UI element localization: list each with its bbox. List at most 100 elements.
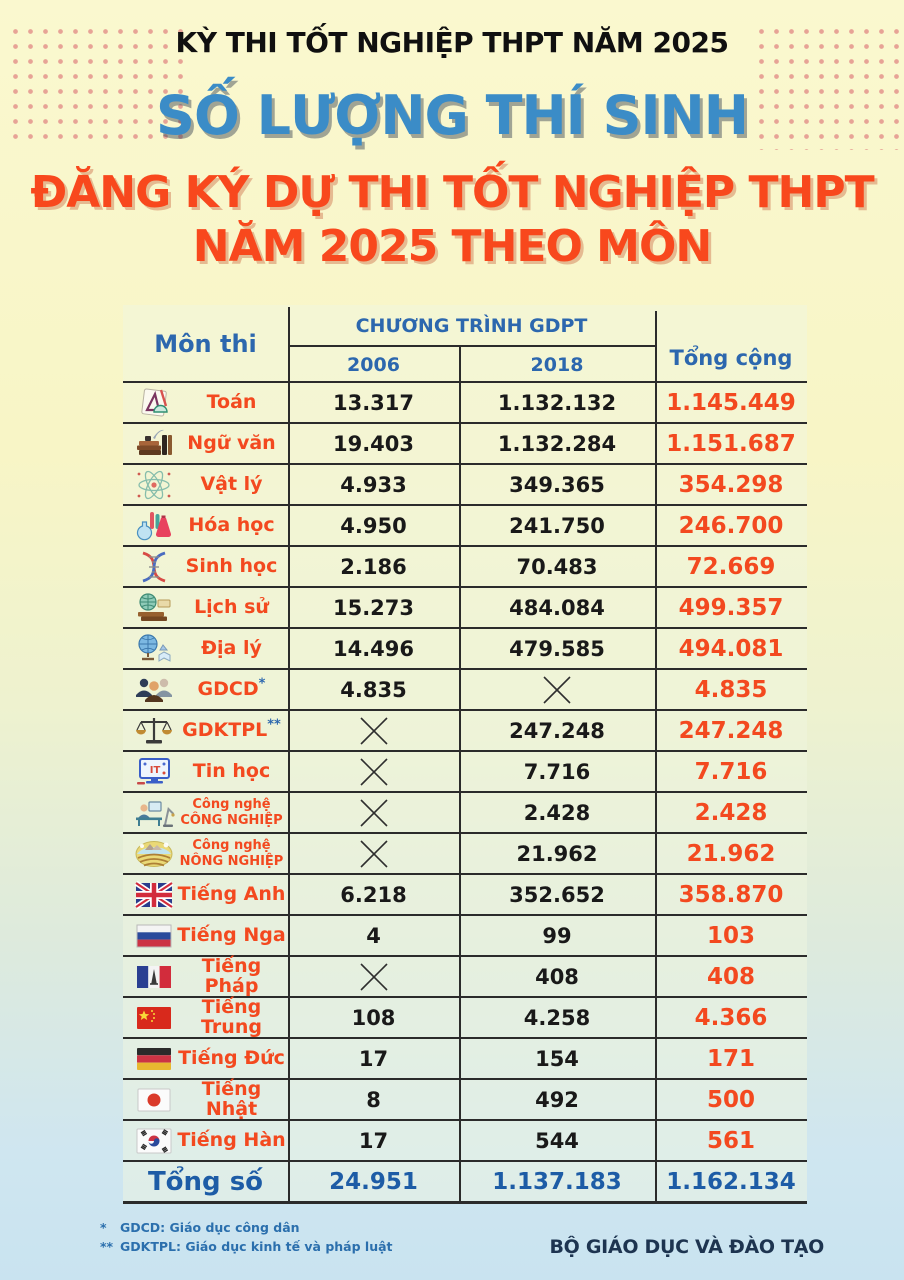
exam-kicker: KỲ THI TỐT NGHIỆP THPT NĂM 2025	[175, 26, 729, 59]
subject-cell: Toán	[123, 383, 288, 422]
column-divider-3	[655, 311, 657, 1204]
value-2006: 15.273	[332, 595, 415, 620]
subject-cell: IT Tin học	[123, 752, 288, 791]
history-icon	[133, 592, 175, 624]
table-row: Tiếng Nga 4 99 103	[123, 916, 807, 957]
table-row: Công nghệ CÔNG NGHIỆP 2.428 2.428	[123, 793, 807, 834]
value-2018: 492	[535, 1087, 579, 1112]
column-header-2006: 2006	[347, 354, 400, 376]
value-2018: 2.428	[523, 800, 591, 825]
value-2018: 4.258	[523, 1005, 591, 1030]
value-2018: 484.084	[509, 595, 605, 620]
value-2018	[459, 670, 655, 709]
table-row: GDCD* 4.835 4.835	[123, 670, 807, 711]
subject-cell: Tiếng Nga	[123, 916, 288, 955]
value-2006	[288, 957, 459, 996]
svg-text:IT: IT	[150, 765, 161, 776]
subject-label: Tiếng Nhật	[201, 1077, 262, 1120]
column-divider-2	[459, 347, 461, 1204]
industrial-tech-icon	[133, 797, 175, 829]
value-2006: 17	[358, 1046, 389, 1071]
table-row: Vật lý 4.933 349.365 354.298	[123, 465, 807, 506]
value-2006: 108	[351, 1005, 396, 1030]
subject-label: Lịch sử	[194, 595, 269, 618]
subject-cell: Công nghệ NÔNG NGHIỆP	[123, 834, 288, 873]
value-2018: 7.716	[523, 759, 591, 784]
subject-label: Tiếng Trung	[201, 995, 262, 1038]
value-total: 358.870	[678, 881, 784, 908]
biology-icon	[133, 551, 175, 583]
subject-cell: Tiếng Đức	[123, 1039, 288, 1078]
flag-france-icon	[133, 961, 175, 993]
subject-label: Tiếng Nga	[177, 923, 286, 946]
column-header-2018: 2018	[530, 354, 584, 376]
value-2006: 4	[366, 923, 381, 948]
value-2006: 13.317	[332, 390, 415, 415]
footnote-text: GDKTPL: Giáo dục kinh tế và pháp luật	[120, 1238, 393, 1254]
subject-label: GDKTPL**	[182, 717, 281, 741]
subject-cell: Vật lý	[123, 465, 288, 504]
subject-label: Ngữ văn	[187, 431, 276, 454]
footnote-mark: **	[267, 717, 281, 733]
table-row: Công nghệ NÔNG NGHIỆP 21.962 21.962	[123, 834, 807, 875]
table-row: Toán 13.317 1.132.132 1.145.449	[123, 383, 807, 424]
table-body: Toán 13.317 1.132.132 1.145.449 Ngữ văn 19.40…	[123, 383, 807, 1162]
subject-label: Tiếng Pháp	[201, 954, 262, 997]
subject-label: Công nghệ CÔNG NGHIỆP	[180, 797, 283, 828]
flag-uk-icon	[133, 879, 175, 911]
subject-cell: Tiếng Trung	[123, 995, 288, 1038]
table-row: Tiếng Trung 108 4.258 4.366	[123, 995, 807, 1039]
dot-pattern-left	[8, 24, 192, 148]
page-subtitle: ĐĂNG KÝ DỰ THI TỐT NGHIỆP THPT NĂM 2025 …	[0, 166, 904, 273]
value-total: 21.962	[686, 840, 776, 867]
value-2018: 241.750	[509, 513, 605, 538]
footnote-line: ** GDKTPL: Giáo dục kinh tế và pháp luật	[100, 1238, 393, 1257]
total-value-2018: 1.137.183	[492, 1168, 622, 1195]
subject-label: Sinh học	[185, 554, 278, 577]
column-header-program-group: CHƯƠNG TRÌNH GDPT	[355, 315, 588, 337]
value-2018: 1.132.284	[497, 431, 617, 456]
value-2018: 349.365	[509, 472, 605, 497]
subject-label: GDCD*	[197, 676, 266, 700]
subtitle-line-2: NĂM 2025 THEO MÔN	[192, 220, 712, 272]
subject-label: Tin học	[192, 759, 271, 782]
value-2006	[288, 752, 459, 791]
value-total: 500	[706, 1086, 755, 1113]
table-row: Ngữ văn 19.403 1.132.284 1.151.687	[123, 424, 807, 465]
value-total: 246.700	[678, 512, 784, 539]
value-2006	[288, 793, 459, 832]
subject-cell: Tiếng Nhật	[123, 1077, 288, 1120]
math-icon	[133, 387, 175, 419]
subject-label: Toán	[206, 390, 257, 413]
subject-label: Tiếng Hàn	[177, 1128, 286, 1151]
value-total: 247.248	[678, 717, 784, 744]
value-total: 1.145.449	[666, 389, 796, 416]
not-applicable-x-icon	[359, 839, 388, 868]
subject-cell: Ngữ văn	[123, 424, 288, 463]
value-total: 1.151.687	[666, 430, 796, 457]
value-total: 72.669	[686, 553, 776, 580]
flag-korea-icon	[133, 1125, 175, 1157]
table-row: Tiếng Pháp 408 408	[123, 954, 807, 998]
flag-germany-icon	[133, 1043, 175, 1075]
footnote-text: GDCD: Giáo dục công dân	[120, 1220, 300, 1235]
dot-pattern-right	[754, 24, 900, 150]
value-2018: 544	[535, 1128, 579, 1153]
subject-cell: Tiếng Anh	[123, 875, 288, 914]
page-title: SỐ LƯỢNG THÍ SINH	[156, 84, 749, 147]
agricultural-tech-icon	[133, 838, 175, 870]
not-applicable-x-icon	[359, 798, 388, 827]
subject-cell: Tiếng Hàn	[123, 1121, 288, 1160]
value-2006: 17	[358, 1128, 389, 1153]
value-2018: 99	[542, 923, 572, 948]
value-2006: 6.218	[340, 882, 407, 907]
footnote-mark: *	[258, 676, 266, 692]
value-2006	[288, 834, 459, 873]
flag-china-icon	[133, 1002, 175, 1034]
subject-cell: GDKTPL**	[123, 711, 288, 750]
value-2006	[288, 711, 459, 750]
table-row: Hóa học 4.950 241.750 246.700	[123, 506, 807, 547]
column-header-total: Tổng cộng	[669, 346, 793, 370]
flag-japan-icon	[133, 1084, 175, 1116]
value-total: 2.428	[694, 799, 768, 826]
